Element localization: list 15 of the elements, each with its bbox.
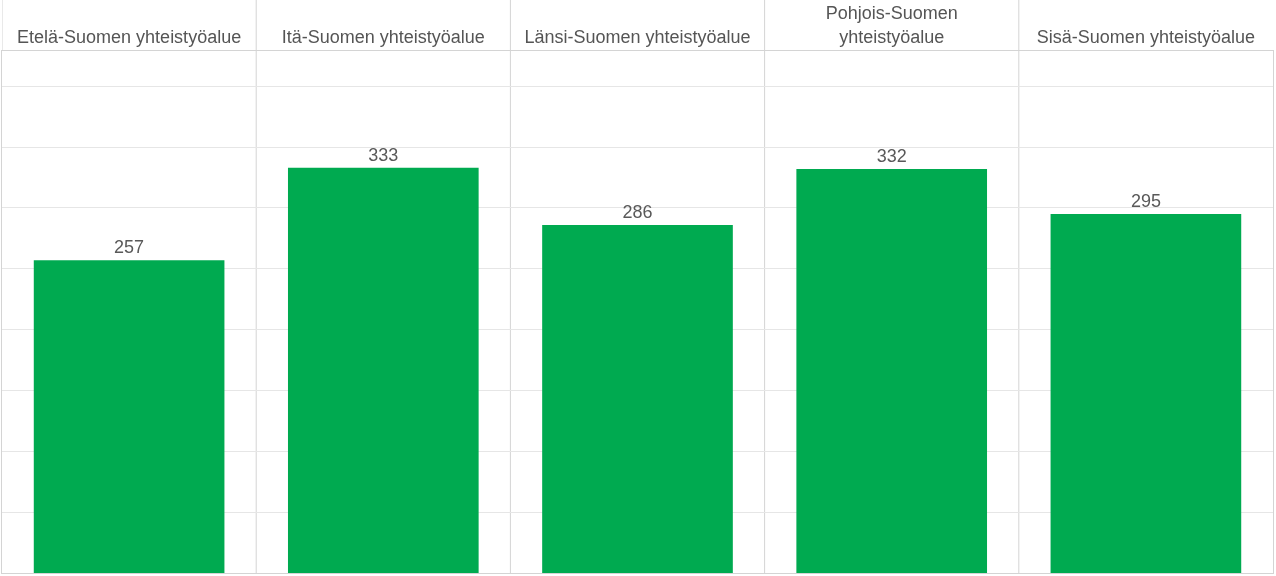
x-tick-label: Itä-Suomen yhteistyöalue	[281, 26, 485, 47]
x-tick-label: Länsi-Suomen yhteistyöalue	[524, 26, 751, 47]
data-label: 332	[876, 146, 907, 167]
data-label: 295	[1130, 191, 1161, 212]
bar	[287, 167, 479, 573]
x-tick-label: Sisä-Suomen yhteistyöalue	[1036, 26, 1255, 47]
data-label: 286	[622, 202, 653, 222]
bar	[1050, 214, 1242, 573]
bar	[33, 260, 225, 573]
data-label: 333	[368, 144, 399, 165]
x-tick-label: Pohjois-Suomen yhteistyöalue	[825, 3, 958, 47]
bar	[796, 169, 988, 573]
data-label: 257	[114, 237, 145, 258]
bar	[542, 225, 733, 573]
x-tick-label: Etelä-Suomen yhteistyöalue	[17, 26, 242, 47]
